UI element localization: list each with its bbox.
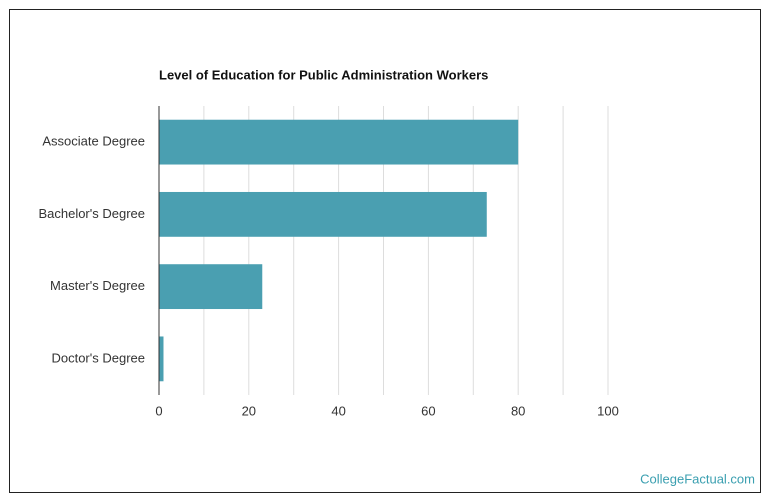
x-tick-label: 20 (242, 403, 256, 418)
x-tick-label: 80 (511, 403, 525, 418)
frame (9, 9, 761, 493)
bar (159, 191, 487, 237)
bar (159, 264, 263, 310)
x-tick-label: 60 (421, 403, 435, 418)
watermark[interactable]: CollegeFactual.com (640, 471, 755, 486)
y-tick-label: Master's Degree (50, 278, 145, 293)
x-tick-label: 0 (155, 403, 162, 418)
bar (159, 119, 519, 165)
x-tick-label: 100 (597, 403, 619, 418)
y-tick-label: Doctor's Degree (51, 350, 145, 365)
chart-title: Level of Education for Public Administra… (159, 67, 488, 82)
y-tick-label: Bachelor's Degree (38, 206, 145, 221)
x-tick-label: 40 (331, 403, 345, 418)
y-tick-label: Associate Degree (42, 134, 145, 149)
bar (159, 336, 164, 382)
